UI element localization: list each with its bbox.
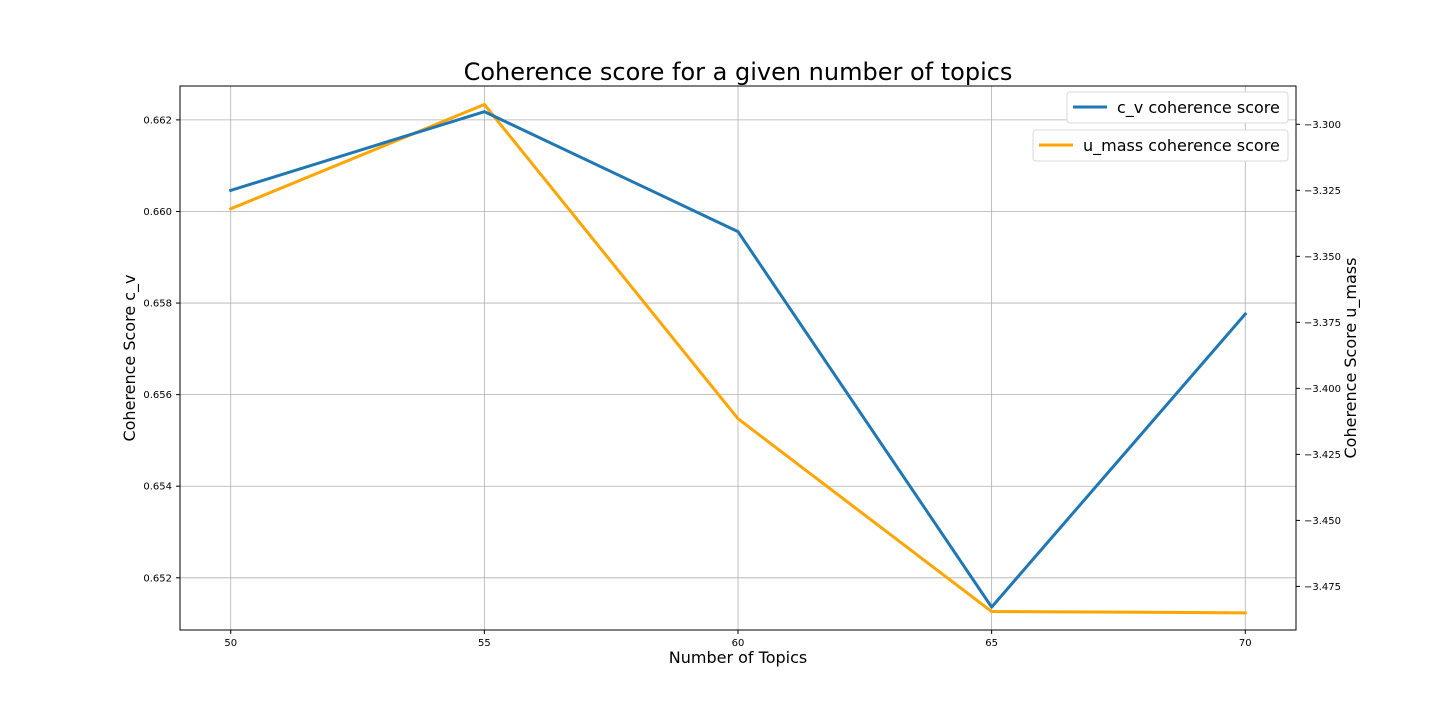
x-tick-label: 50 — [224, 638, 237, 649]
legend-c-v: c_v coherence score — [1067, 92, 1288, 123]
y-tick-label-right: −3.325 — [1304, 186, 1341, 197]
legend-c-v-label: c_v coherence score — [1117, 98, 1280, 118]
y-tick-label-right: −3.450 — [1304, 516, 1341, 527]
y-tick-label-right: −3.475 — [1304, 582, 1341, 593]
x-tick-label: 70 — [1239, 638, 1252, 649]
x-axis-label: Number of Topics — [669, 648, 807, 667]
y-axis-label-left: Coherence Score c_v — [120, 274, 140, 441]
y-tick-label-right: −3.400 — [1304, 384, 1341, 395]
y-tick-label-left: 0.656 — [143, 390, 172, 401]
y-tick-label-right: −3.375 — [1304, 318, 1341, 329]
y-tick-label-left: 0.658 — [143, 299, 172, 310]
y-tick-label-right: −3.425 — [1304, 450, 1341, 461]
legend-u-mass: u_mass coherence score — [1033, 130, 1288, 161]
y-axis-label-right: Coherence Score u_mass — [1341, 258, 1361, 459]
y-tick-label-right: −3.300 — [1304, 120, 1341, 131]
y-tick-label-left: 0.654 — [143, 482, 172, 493]
chart-title: Coherence score for a given number of to… — [464, 58, 1013, 86]
x-tick-label: 65 — [985, 638, 998, 649]
y-tick-label-left: 0.652 — [143, 573, 172, 584]
legend-u-mass-label: u_mass coherence score — [1083, 136, 1280, 156]
y-tick-label-left: 0.660 — [143, 207, 172, 218]
y-tick-label-right: −3.350 — [1304, 252, 1341, 263]
y-tick-label-left: 0.662 — [143, 115, 172, 126]
x-tick-label: 55 — [478, 638, 491, 649]
